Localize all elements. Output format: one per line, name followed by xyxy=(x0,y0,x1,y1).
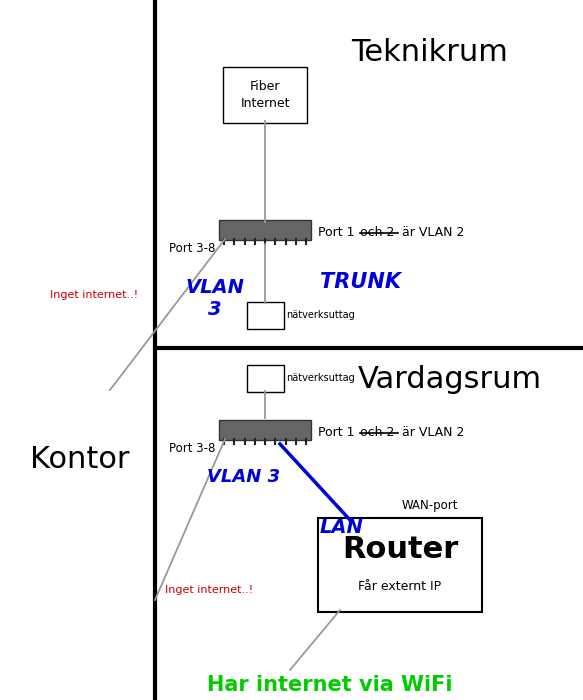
Text: och 2: och 2 xyxy=(360,226,394,239)
Text: Inget internet..!: Inget internet..! xyxy=(50,290,138,300)
Text: nätverksuttag: nätverksuttag xyxy=(286,373,355,383)
Text: VLAN 3: VLAN 3 xyxy=(207,468,280,486)
Text: är VLAN 2: är VLAN 2 xyxy=(398,426,465,439)
Text: LAN: LAN xyxy=(320,518,364,537)
Text: Inget internet..!: Inget internet..! xyxy=(165,585,253,595)
Text: Port 3-8: Port 3-8 xyxy=(168,242,215,255)
Text: Kontor: Kontor xyxy=(30,445,130,475)
Text: TRUNK: TRUNK xyxy=(320,272,401,292)
Text: WAN-port: WAN-port xyxy=(402,499,458,512)
Text: Port 3-8: Port 3-8 xyxy=(168,442,215,455)
Text: Teknikrum: Teknikrum xyxy=(352,38,508,67)
Text: och 2: och 2 xyxy=(360,426,394,439)
Text: Har internet via WiFi: Har internet via WiFi xyxy=(207,675,453,695)
FancyBboxPatch shape xyxy=(318,518,482,612)
Text: Fiber
Internet: Fiber Internet xyxy=(240,80,290,110)
Text: VLAN
3: VLAN 3 xyxy=(185,278,244,319)
Text: Port 1: Port 1 xyxy=(318,426,359,439)
Text: Vardagsrum: Vardagsrum xyxy=(358,365,542,394)
FancyBboxPatch shape xyxy=(247,302,283,328)
FancyBboxPatch shape xyxy=(223,67,307,123)
Text: Router: Router xyxy=(342,536,458,564)
FancyBboxPatch shape xyxy=(247,365,283,391)
Text: Får externt IP: Får externt IP xyxy=(359,580,441,594)
FancyBboxPatch shape xyxy=(219,420,311,440)
Text: nätverksuttag: nätverksuttag xyxy=(286,310,355,320)
Text: Port 1: Port 1 xyxy=(318,226,359,239)
Text: är VLAN 2: är VLAN 2 xyxy=(398,226,465,239)
FancyBboxPatch shape xyxy=(219,220,311,240)
